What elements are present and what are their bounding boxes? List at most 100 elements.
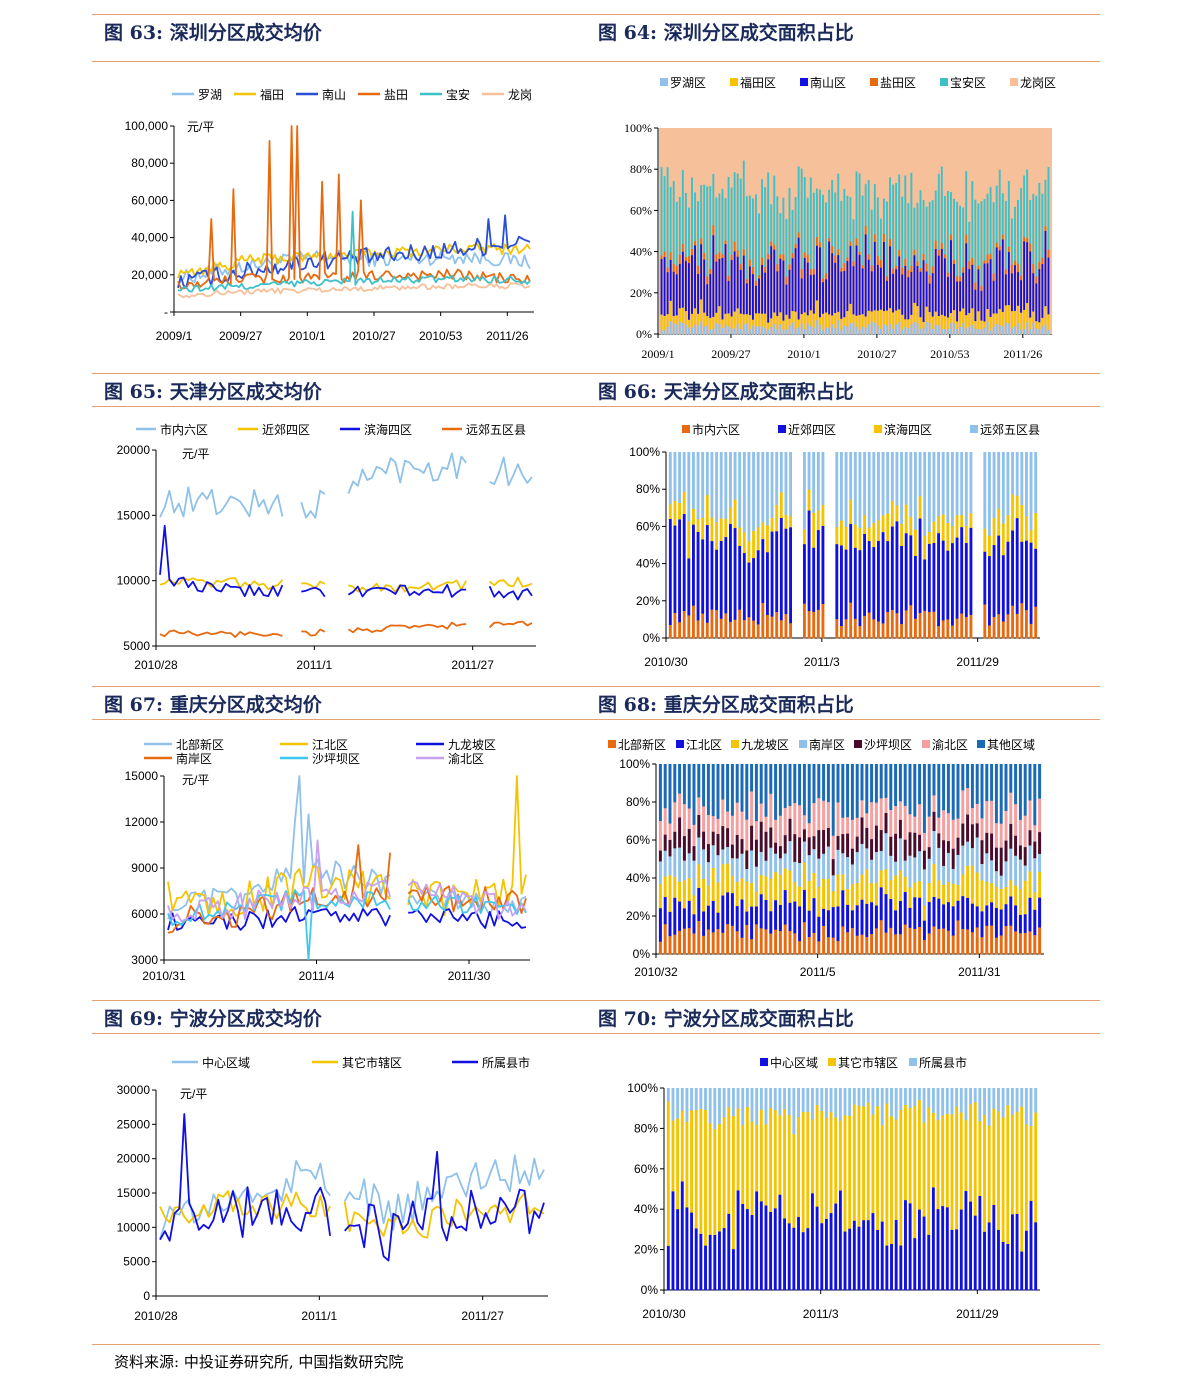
bar-segment — [691, 128, 693, 178]
bar-segment — [1004, 764, 1008, 811]
bar-segment — [1026, 241, 1029, 303]
bar-segment — [758, 278, 760, 314]
bar-segment — [1033, 824, 1037, 842]
legend-item: 渝北区 — [922, 737, 968, 752]
bar-segment — [995, 313, 998, 324]
bar-segment — [750, 825, 754, 851]
bar-segment — [966, 865, 970, 898]
bar-segment — [752, 620, 755, 639]
bar-segment — [822, 853, 826, 879]
bar-segment — [937, 324, 940, 335]
bar-segment — [928, 322, 931, 335]
bar-segment — [770, 452, 774, 518]
axes: 0%20%40%60%80%100%2010/30 2011/3 2011/29 — [627, 1081, 1040, 1321]
bar-segment — [687, 828, 691, 854]
y-tick-label: 60% — [630, 203, 652, 217]
bar-segment — [962, 207, 965, 268]
bar-segment — [822, 800, 826, 831]
legend-label: 所属县市 — [919, 1055, 967, 1070]
bar-segment — [1017, 322, 1019, 335]
bar-segment — [870, 901, 874, 935]
x-tick-label: 2009/1 — [641, 347, 674, 361]
bar-segment — [704, 1109, 707, 1246]
bar-segment — [1025, 452, 1028, 517]
bar-segment — [946, 881, 950, 903]
legend-label: 沙坪坝区 — [864, 738, 912, 752]
bar-segment — [898, 933, 902, 955]
bar-segment — [1041, 326, 1044, 335]
y-tick-label: 0% — [643, 631, 661, 645]
bar-segment — [733, 311, 736, 329]
legend-label: 盐田 — [384, 88, 408, 102]
bar-segment — [831, 858, 835, 876]
bar-segment — [708, 1088, 712, 1124]
legend-swatch — [909, 1058, 917, 1066]
bar-segment — [922, 869, 926, 906]
bar-segment — [904, 319, 907, 327]
bar-segment — [990, 860, 994, 884]
legend-swatch — [608, 740, 616, 748]
bar-segment — [1032, 193, 1035, 265]
bar-segment — [1044, 128, 1047, 180]
bar-segment — [886, 276, 888, 281]
bar-segment — [946, 852, 950, 882]
bar-segment — [968, 312, 971, 327]
bar-segment — [884, 893, 888, 933]
bar-segment — [685, 1207, 689, 1291]
bar-segment — [812, 547, 816, 612]
legend-item: 中心区域 — [172, 1055, 250, 1070]
bar-segment — [983, 604, 987, 639]
bar-segment — [990, 902, 994, 926]
bar-segment — [797, 327, 800, 335]
axes: 0%20%40%60%80%100%2009/1 2009/27 2010/1 201… — [624, 121, 1052, 361]
bar-segment — [764, 313, 767, 329]
series-line — [177, 125, 531, 290]
bar-segment — [992, 1108, 996, 1205]
bar-segment — [986, 321, 989, 335]
bar-segment — [704, 1088, 707, 1110]
bar-segment — [682, 513, 686, 611]
bar-segment — [1029, 128, 1032, 201]
bar-segment — [691, 177, 693, 250]
bar-segment — [986, 193, 989, 255]
bar-segment — [684, 256, 687, 261]
bar-segment — [956, 818, 960, 838]
bar-segment — [812, 848, 816, 873]
bar-segment — [742, 160, 745, 250]
bar-segment — [953, 259, 955, 264]
bar-segment — [687, 852, 691, 879]
bar-segment — [1009, 823, 1013, 849]
bar-segment — [969, 614, 973, 639]
bar-segment — [806, 262, 809, 316]
bar-segment — [966, 787, 970, 815]
bar-segment — [807, 452, 811, 490]
legend-label: 渝北区 — [932, 737, 968, 752]
bar-segment — [925, 321, 928, 335]
bar-segment — [971, 257, 974, 265]
bar-segment — [778, 930, 782, 955]
bar-segment — [778, 904, 782, 931]
bar-segment — [785, 328, 788, 335]
legend-item: 南山 — [296, 87, 346, 102]
bar-segment — [874, 905, 878, 929]
bar-segment — [687, 877, 691, 901]
bar-segment — [978, 1088, 982, 1122]
bar-segment — [857, 1226, 861, 1291]
bar-segment — [783, 807, 787, 836]
bar-segment — [998, 250, 1001, 310]
bar-segment — [850, 819, 854, 849]
bar-segment — [773, 323, 776, 335]
bar-segment — [894, 934, 898, 955]
bar-segment — [722, 1088, 726, 1118]
legend-label: 九龙坡区 — [448, 738, 496, 752]
legend-item: 渝北区 — [416, 751, 484, 766]
bar-segment — [752, 452, 755, 531]
bar-segment — [658, 941, 662, 955]
figure-title-63: 图 63: 深圳分区成交均价 — [104, 22, 322, 44]
bar-segment — [681, 128, 684, 171]
bar-segment — [688, 128, 690, 208]
bar-segment — [863, 452, 866, 516]
bar-segment — [886, 280, 888, 311]
bar-segment — [879, 259, 882, 268]
bar-segment — [889, 323, 891, 335]
